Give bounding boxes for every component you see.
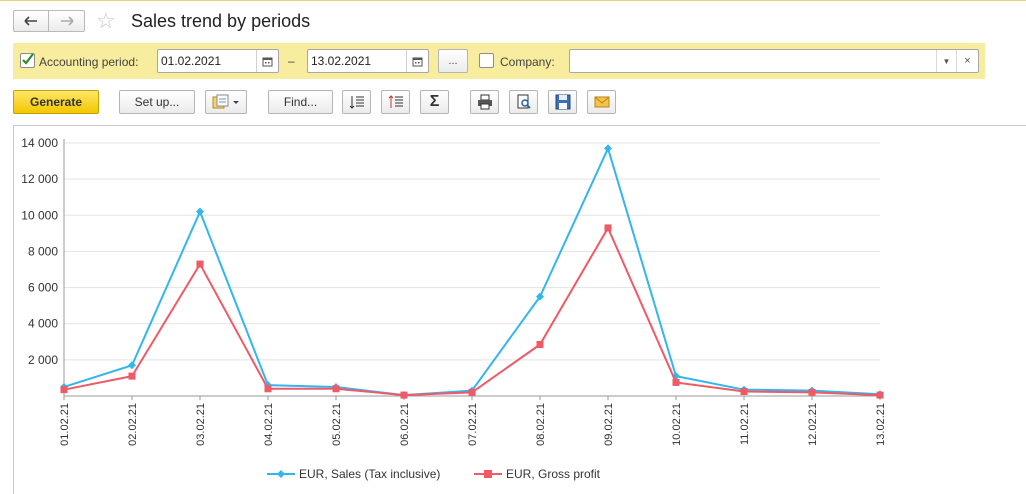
printer-icon — [477, 94, 492, 110]
y-tick-label: 14 000 — [21, 136, 58, 150]
data-point — [264, 385, 272, 393]
x-tick-label: 06.02.21 — [399, 403, 411, 446]
date-to-field[interactable] — [307, 49, 429, 73]
envelope-icon — [594, 96, 609, 108]
x-tick-label: 07.02.21 — [467, 403, 479, 446]
navigation-group — [13, 10, 85, 32]
data-point — [536, 292, 544, 301]
data-point — [672, 378, 680, 386]
date-from-field[interactable] — [157, 49, 279, 73]
data-point — [400, 391, 408, 399]
y-tick-label: 2 000 — [28, 353, 58, 367]
variants-menu-button[interactable] — [205, 90, 247, 114]
x-tick-label: 08.02.21 — [535, 403, 547, 446]
data-point — [604, 224, 612, 232]
y-tick-label: 6 000 — [28, 281, 58, 295]
choose-period-button[interactable]: ... — [438, 49, 468, 73]
legend-marker — [484, 470, 492, 478]
data-point — [196, 260, 204, 268]
arrow-right-icon — [60, 16, 74, 26]
preview-button[interactable] — [509, 90, 538, 114]
chevron-down-icon[interactable]: ▼ — [936, 50, 956, 72]
y-tick-label: 4 000 — [28, 317, 58, 331]
calendar-from-button[interactable] — [256, 50, 278, 72]
x-tick-label: 13.02.21 — [875, 403, 887, 446]
back-button[interactable] — [13, 10, 49, 32]
x-tick-label: 03.02.21 — [195, 403, 207, 446]
data-point — [740, 387, 748, 395]
series-line — [63, 225, 881, 397]
collapse-all-button[interactable] — [381, 90, 410, 114]
x-tick-label: 04.02.21 — [263, 403, 275, 446]
data-point — [536, 340, 544, 348]
x-tick-label: 12.02.21 — [807, 403, 819, 446]
toolbar: Generate Set up... Find... Σ — [0, 88, 1026, 116]
accounting-period-checkbox[interactable] — [20, 53, 35, 68]
calendar-to-button[interactable] — [406, 50, 428, 72]
sum-button[interactable]: Σ — [420, 90, 449, 114]
collapse-rows-icon — [388, 95, 403, 108]
forward-button[interactable] — [49, 10, 85, 32]
x-tick-label: 02.02.21 — [127, 403, 139, 446]
period-dash: – — [288, 54, 295, 68]
date-to-input[interactable] — [311, 54, 401, 68]
title-bar: ☆ Sales trend by periods — [0, 0, 1026, 40]
expand-rows-icon — [349, 96, 364, 109]
calendar-icon — [262, 57, 273, 66]
sales-trend-chart: 14 000 12 000 10 000 8 000 6 000 4 000 2 000 01… — [21, 136, 887, 481]
legend-label: EUR, Gross profit — [506, 467, 601, 481]
data-point — [128, 361, 136, 370]
data-point — [128, 372, 136, 380]
y-tick-label: 10 000 — [21, 208, 58, 222]
x-tick-label: 09.02.21 — [603, 403, 615, 446]
page-title: Sales trend by periods — [131, 11, 311, 31]
accounting-period-label: Accounting period: — [39, 55, 139, 69]
company-checkbox[interactable] — [479, 53, 494, 68]
floppy-disk-icon — [555, 94, 570, 110]
data-point — [604, 144, 612, 153]
legend-label: EUR, Sales (Tax inclusive) — [299, 467, 440, 481]
data-point — [468, 388, 476, 396]
print-preview-icon — [517, 94, 531, 109]
y-tick-label: 8 000 — [28, 244, 58, 258]
company-label: Company: — [500, 55, 555, 69]
data-point — [808, 388, 816, 396]
print-button[interactable] — [470, 90, 499, 114]
generate-button[interactable]: Generate — [13, 90, 99, 114]
report-variants-icon — [212, 94, 239, 109]
expand-all-button[interactable] — [342, 90, 371, 114]
date-from-input[interactable] — [161, 54, 251, 68]
email-button[interactable] — [587, 90, 616, 114]
filter-bar: Accounting period: – ... Company: ▼ × — [13, 43, 985, 79]
company-field[interactable]: ▼ × — [569, 49, 979, 73]
data-point — [60, 386, 68, 394]
find-button[interactable]: Find... — [268, 90, 333, 114]
favorite-star-icon[interactable]: ☆ — [96, 8, 116, 33]
y-tick-label: 12 000 — [21, 172, 58, 186]
save-button[interactable] — [548, 90, 577, 114]
series-line — [63, 145, 881, 397]
calendar-icon — [412, 57, 423, 66]
x-tick-label: 10.02.21 — [671, 403, 683, 446]
setup-button[interactable]: Set up... — [119, 90, 195, 114]
chart-area: 14 000 12 000 10 000 8 000 6 000 4 000 2 000 01… — [13, 125, 1026, 494]
data-point — [876, 391, 884, 399]
data-point — [332, 385, 340, 393]
legend-marker — [277, 470, 285, 478]
clear-icon[interactable]: × — [956, 50, 978, 72]
x-tick-label: 01.02.21 — [59, 403, 71, 446]
x-tick-label: 05.02.21 — [331, 403, 343, 446]
checkmark-icon — [22, 53, 34, 65]
arrow-left-icon — [24, 16, 37, 26]
data-point — [196, 207, 204, 216]
x-tick-label: 11.02.21 — [739, 403, 751, 445]
